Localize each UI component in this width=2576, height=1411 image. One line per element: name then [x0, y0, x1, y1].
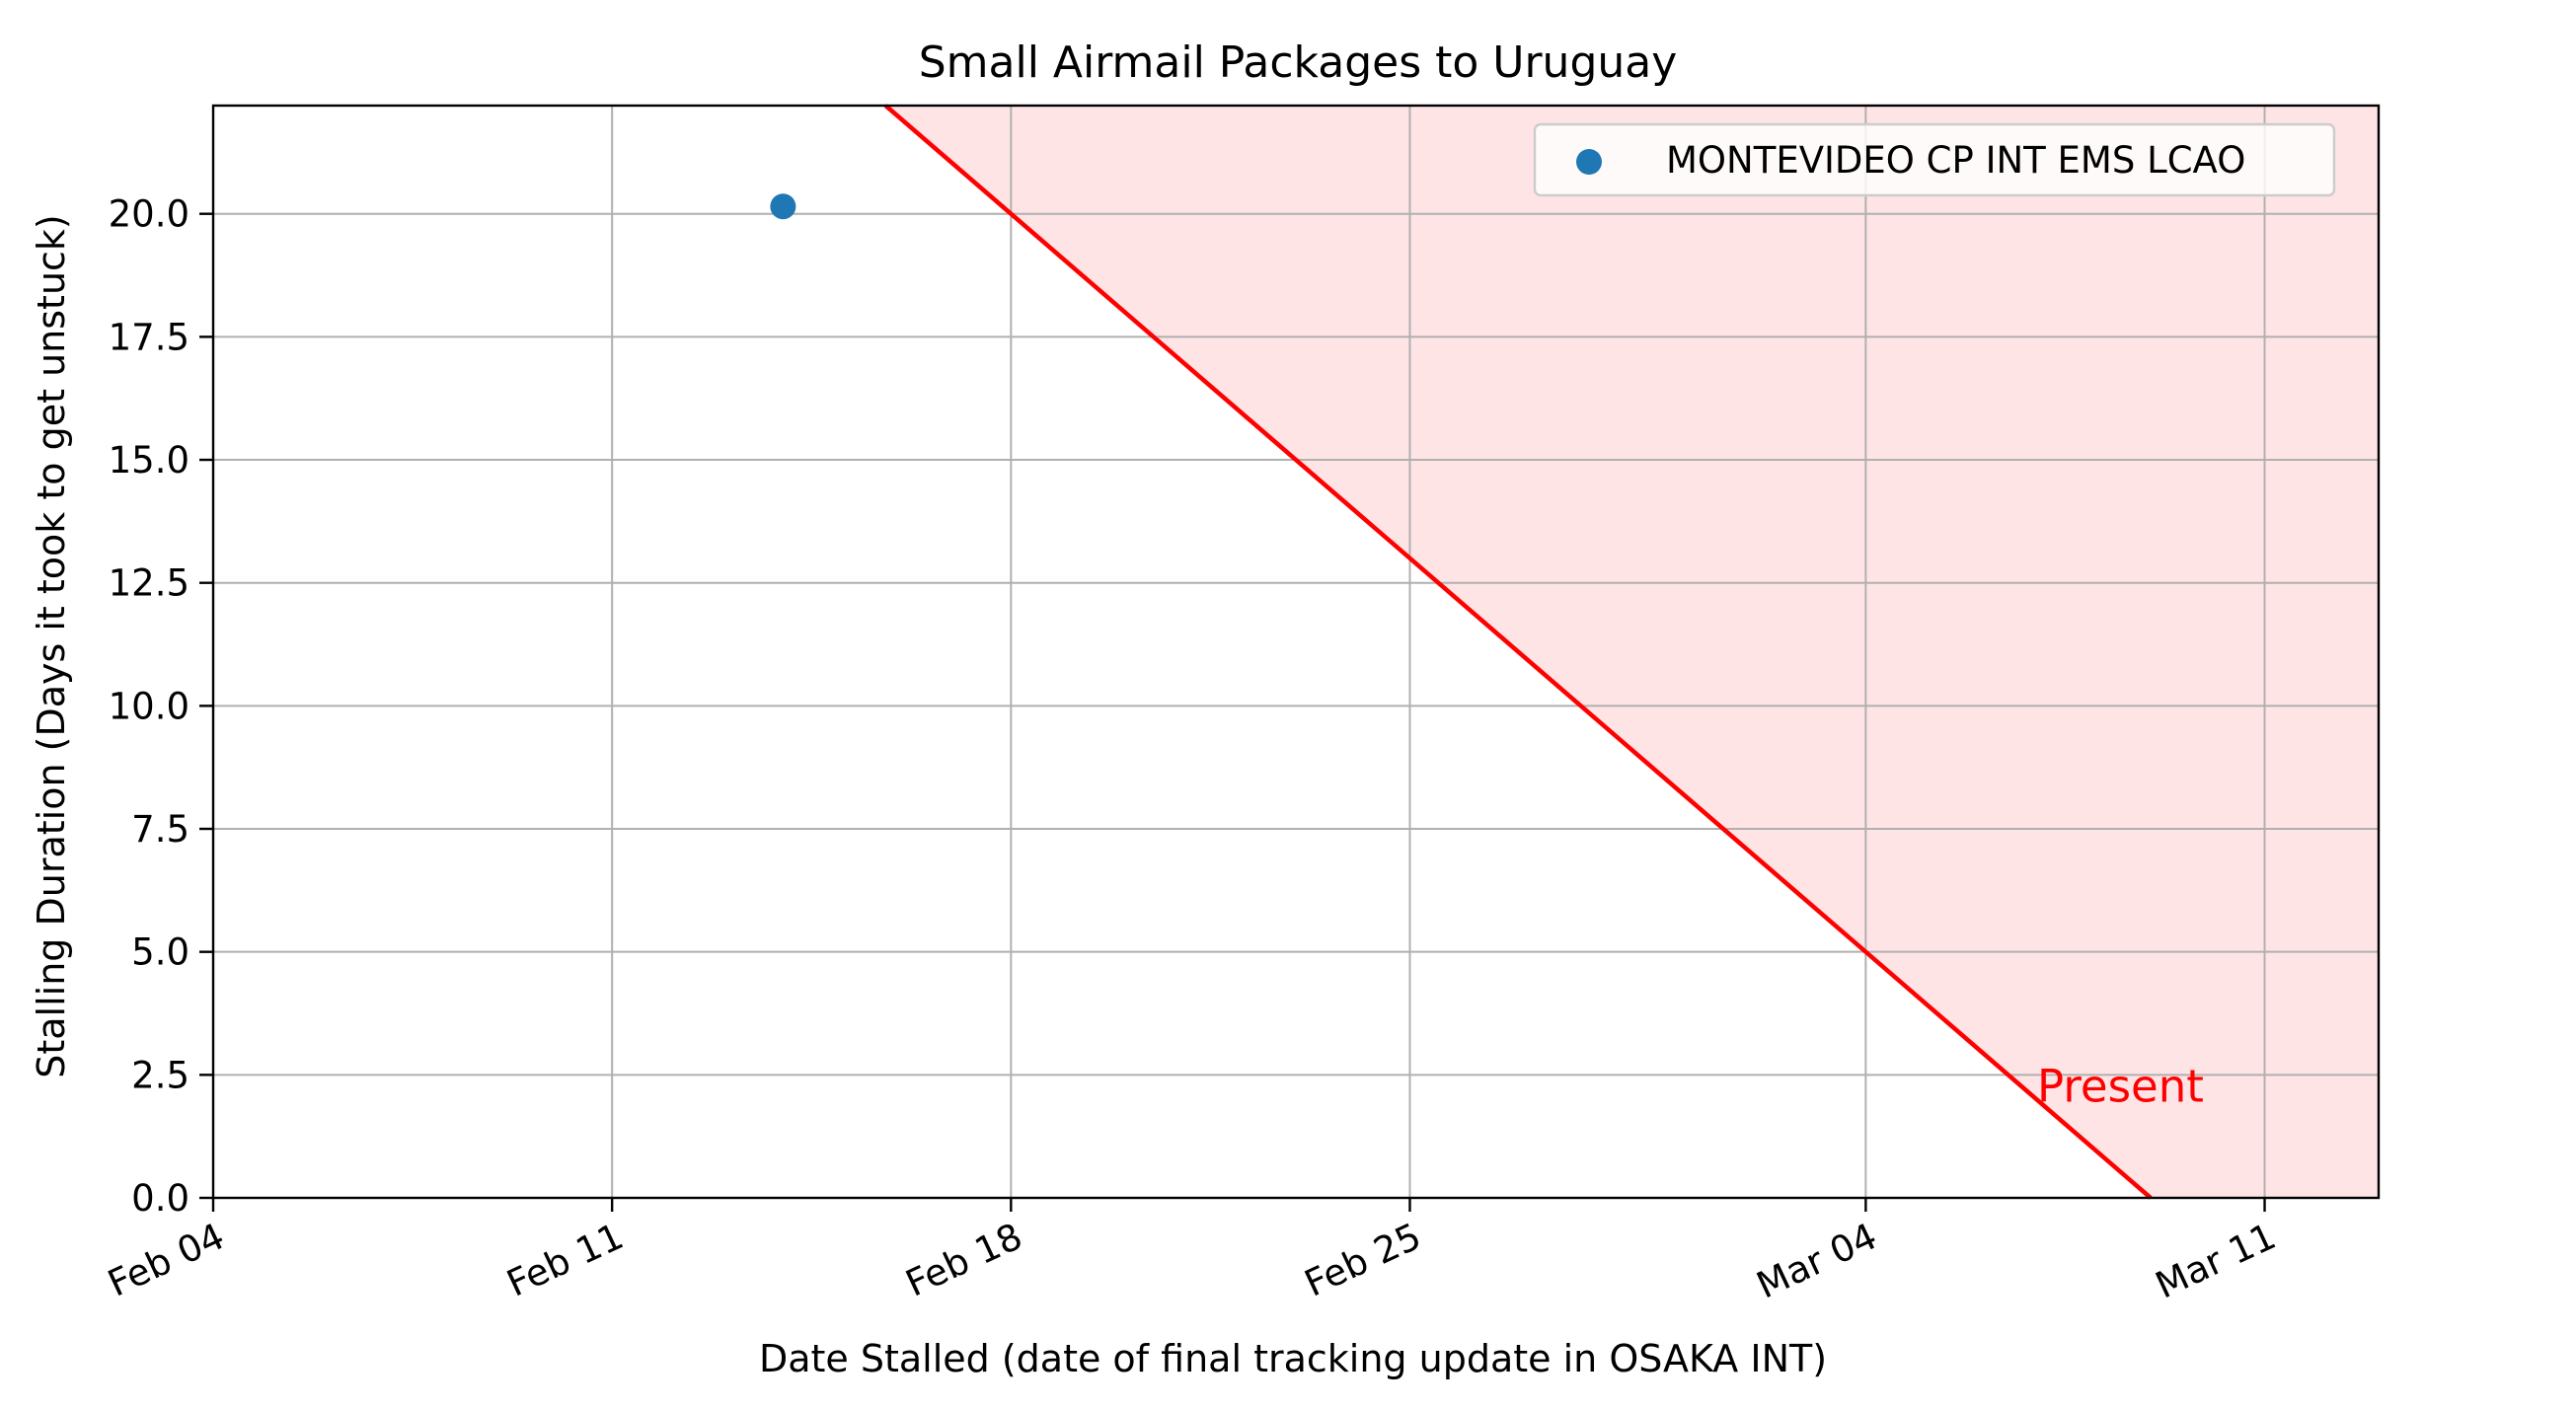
y-tick-label: 2.5 — [131, 1054, 189, 1096]
data-point — [770, 193, 796, 220]
legend-marker — [1576, 149, 1602, 175]
present-shade — [885, 106, 2380, 1198]
y-axis-label: Stalling Duration (Days it took to get u… — [30, 214, 73, 1078]
y-tick-label: 7.5 — [131, 808, 189, 851]
y-tick-label: 20.0 — [109, 193, 189, 236]
y-axis-ticks: 0.0 2.5 5.0 7.5 10.0 12.5 15.0 17.5 20.0 — [109, 193, 213, 1220]
present-line — [883, 104, 2153, 1200]
y-tick-label: 0.0 — [131, 1177, 189, 1220]
plot-frame — [211, 104, 2381, 1200]
legend-entry-label: MONTEVIDEO CP INT EMS LCAO — [1666, 139, 2245, 182]
y-tick-label: 12.5 — [109, 562, 189, 605]
present-label: Present — [2037, 1060, 2204, 1112]
y-tick-label: 17.5 — [109, 316, 189, 358]
y-tick-label: 5.0 — [131, 931, 189, 974]
legend: MONTEVIDEO CP INT EMS LCAO — [1533, 122, 2336, 197]
y-tick-label: 10.0 — [109, 685, 189, 727]
x-axis-label: Date Stalled (date of final tracking upd… — [759, 1337, 1827, 1380]
y-tick-label: 15.0 — [109, 439, 189, 482]
present-shaded-region — [885, 106, 2380, 1198]
chart-title: Small Airmail Packages to Uruguay — [919, 37, 1678, 88]
present-line-group — [883, 104, 2153, 1200]
scatter-points — [770, 193, 796, 220]
legend-box — [1533, 122, 2336, 197]
